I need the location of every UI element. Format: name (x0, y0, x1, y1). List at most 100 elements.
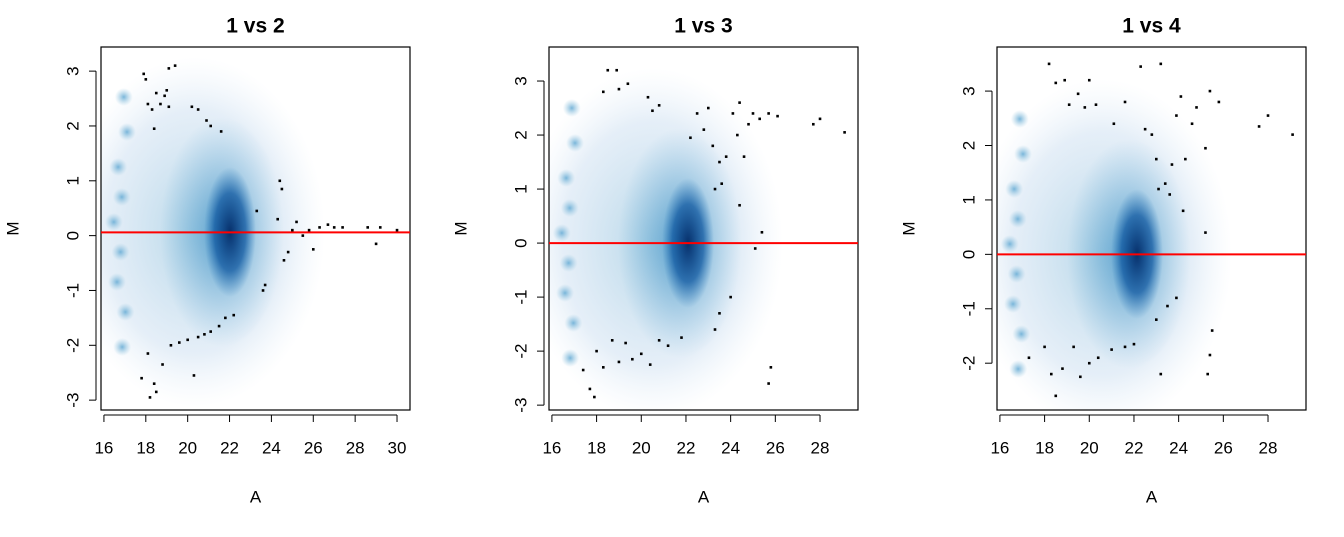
point (142, 72, 146, 76)
point (651, 109, 654, 113)
x-tick-label: 28 (811, 438, 830, 457)
point (282, 259, 286, 262)
y-tick-label: -3 (63, 393, 82, 408)
density-blob (1004, 295, 1022, 313)
x-tick-label: 22 (677, 438, 696, 457)
point (731, 112, 735, 115)
point (648, 363, 652, 366)
point (1163, 182, 1167, 185)
point (713, 187, 717, 191)
point (1027, 356, 1031, 360)
point (610, 339, 614, 342)
y-tick-label: -1 (63, 283, 82, 298)
plot-box (996, 46, 1307, 411)
point (217, 324, 221, 328)
point (196, 335, 200, 339)
point (1257, 125, 1261, 128)
x-tick-label: 20 (1080, 438, 1099, 457)
y-tick-label: 2 (959, 141, 978, 150)
point (1076, 92, 1080, 96)
point (1208, 89, 1212, 93)
point (280, 187, 284, 191)
density-blob (1000, 235, 1019, 253)
density-blob (566, 134, 584, 152)
x-tick-label: 16 (990, 438, 1009, 457)
x-tick-label: 24 (262, 438, 281, 457)
point (843, 131, 846, 134)
point (173, 64, 177, 67)
point (263, 283, 267, 287)
point (341, 226, 344, 229)
point (1181, 209, 1185, 213)
point (588, 387, 592, 391)
point (631, 357, 634, 361)
point (767, 112, 770, 115)
y-tick-label: -2 (511, 344, 530, 359)
point (1206, 372, 1209, 376)
y-tick-label: 0 (511, 238, 530, 247)
point (1175, 296, 1178, 300)
point (1155, 157, 1158, 161)
point (318, 226, 321, 229)
density-blob (557, 169, 576, 187)
point (751, 112, 755, 115)
y-axis-label: M (451, 221, 470, 235)
point (1123, 100, 1127, 104)
point (601, 366, 605, 369)
point (278, 179, 282, 183)
x-tick-label: 28 (346, 438, 365, 457)
point (680, 336, 683, 339)
point (286, 250, 290, 254)
x-axis-label: A (1146, 487, 1158, 506)
x-tick-label: 26 (304, 438, 323, 457)
density-blob (559, 254, 578, 272)
y-tick-label: 1 (63, 176, 82, 185)
point (146, 102, 150, 106)
point (753, 247, 757, 250)
point (617, 360, 621, 364)
point (760, 230, 764, 234)
density-blob (1005, 180, 1024, 198)
point (718, 160, 721, 164)
point (311, 248, 315, 251)
point (326, 223, 330, 226)
point (718, 312, 721, 315)
point (261, 289, 265, 292)
y-tick-label: 0 (63, 231, 82, 240)
point (624, 341, 627, 345)
y-tick-label: 3 (63, 66, 82, 75)
x-tick-label: 16 (542, 438, 561, 457)
density-blob (118, 123, 136, 141)
y-tick-label: 1 (511, 184, 530, 193)
point (738, 101, 741, 104)
density-blob (112, 188, 131, 206)
point (617, 87, 621, 91)
point (1217, 100, 1221, 104)
point (1204, 146, 1207, 150)
point (1063, 78, 1066, 82)
point (161, 363, 164, 366)
density-blob (1008, 210, 1027, 228)
point (276, 217, 279, 221)
x-tick-label: 26 (1214, 438, 1233, 457)
x-tick-label: 20 (178, 438, 197, 457)
point (1159, 62, 1163, 66)
x-tick-label: 26 (766, 438, 785, 457)
density-blob (114, 88, 133, 106)
point (581, 368, 585, 372)
point (177, 341, 181, 344)
density-blob (111, 243, 130, 261)
point (186, 338, 189, 342)
point (1123, 345, 1127, 349)
point (152, 382, 156, 385)
point (689, 136, 692, 140)
point (291, 228, 294, 232)
density-blob (564, 314, 583, 332)
point (769, 366, 773, 369)
y-axis-label: M (899, 221, 918, 235)
density-blob (1010, 110, 1029, 128)
y-axis-label: M (3, 221, 22, 235)
point (1166, 304, 1169, 308)
point (1083, 106, 1087, 109)
